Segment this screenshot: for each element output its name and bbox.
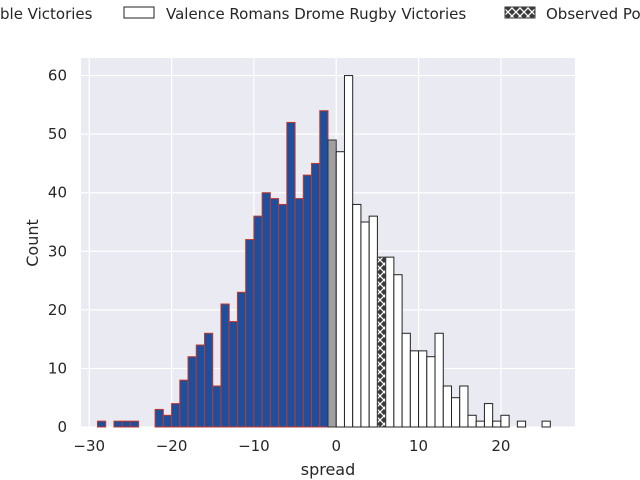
bar-valence (484, 404, 492, 427)
bar-valence (452, 398, 460, 427)
bar-grenoble (172, 404, 180, 427)
bar-valence (361, 222, 369, 427)
bar-valence (427, 357, 435, 427)
bar-grenoble (254, 216, 262, 427)
bar-grenoble (237, 292, 245, 427)
bar-valence (353, 204, 361, 427)
bar-grenoble (130, 421, 138, 427)
bar-valence (443, 386, 451, 427)
bar-grenoble (246, 240, 254, 427)
bar-grenoble (262, 193, 270, 427)
x-tick-label: −10 (238, 437, 270, 455)
x-axis-label: spread (301, 460, 356, 479)
x-tick-label: −20 (156, 437, 188, 455)
bar-valence (369, 216, 377, 427)
bar-grenoble (279, 204, 287, 427)
y-tick-label: 10 (48, 359, 67, 377)
y-tick-label: 40 (48, 184, 67, 202)
bar-grenoble (205, 333, 213, 427)
x-tick-label: −30 (73, 437, 105, 455)
bar-grenoble (122, 421, 130, 427)
bar-valence (344, 76, 352, 427)
y-tick-labels: 0 10 20 30 40 50 60 (48, 67, 67, 436)
y-tick-label: 60 (48, 67, 67, 85)
bar-valence (419, 351, 427, 427)
bar-grenoble (97, 421, 105, 427)
bar-grenoble (270, 199, 278, 427)
legend-swatch-valence (124, 7, 154, 18)
bar-valence (435, 333, 443, 427)
y-axis-label: Count (23, 219, 42, 267)
legend-label-valence: Valence Romans Drome Rugby Victories (166, 5, 466, 23)
bar-valence (501, 415, 509, 427)
bar-valence (468, 415, 476, 427)
bar-grenoble (155, 409, 163, 427)
legend-swatch-observed (505, 7, 535, 18)
bar-grenoble (287, 122, 295, 427)
bar-draw (328, 140, 336, 427)
y-tick-label: 30 (48, 242, 67, 260)
bar-valence (410, 351, 418, 427)
bar-valence (517, 421, 525, 427)
y-tick-label: 20 (48, 301, 67, 319)
x-tick-labels: −30 −20 −10 0 10 20 (73, 437, 510, 455)
x-tick-label: 0 (331, 437, 341, 455)
bar-grenoble (196, 345, 204, 427)
y-tick-label: 0 (57, 418, 67, 436)
bar-grenoble (303, 175, 311, 427)
legend: ble Victories Valence Romans Drome Rugby… (0, 5, 640, 23)
bar-grenoble (312, 163, 320, 427)
bar-valence (336, 152, 344, 427)
y-tick-label: 50 (48, 125, 67, 143)
bar-valence (386, 257, 394, 427)
bar-grenoble (163, 415, 171, 427)
legend-label-observed: Observed Po (546, 5, 640, 23)
bar-grenoble (213, 386, 221, 427)
bar-grenoble (188, 357, 196, 427)
legend-label-grenoble: ble Victories (0, 5, 93, 23)
bar-valence (394, 275, 402, 427)
bar-grenoble (295, 199, 303, 427)
bar-grenoble (221, 304, 229, 427)
x-tick-label: 20 (491, 437, 510, 455)
bar-grenoble (229, 322, 237, 427)
bar-valence (460, 386, 468, 427)
bar-grenoble (114, 421, 122, 427)
bar-grenoble (320, 111, 328, 427)
bar-valence (402, 333, 410, 427)
bar-grenoble (180, 380, 188, 427)
bar-valence (493, 421, 501, 427)
bar-observed (377, 257, 385, 427)
bar-valence (476, 421, 484, 427)
x-tick-label: 10 (409, 437, 428, 455)
bar-valence (542, 421, 550, 427)
